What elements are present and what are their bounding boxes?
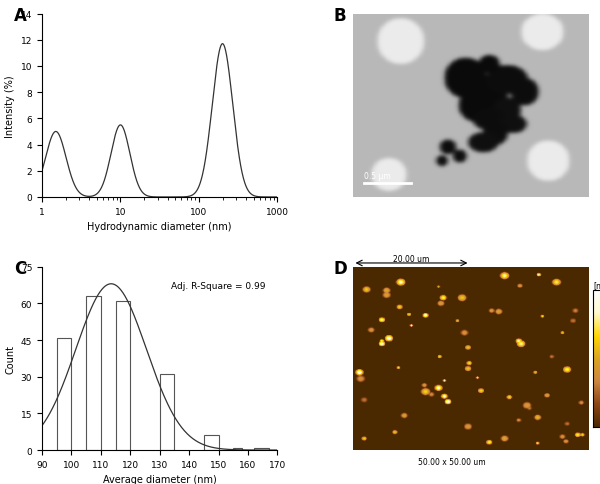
Bar [57,338,71,450]
Text: A: A [14,7,26,25]
Text: B: B [334,7,346,25]
X-axis label: Average diameter (nm): Average diameter (nm) [103,474,217,484]
Bar [160,375,175,450]
Text: D: D [334,260,347,278]
Bar [86,296,101,450]
Y-axis label: Count: Count [5,344,15,373]
Bar [233,448,242,450]
Title: [nm]: [nm] [593,280,600,289]
Y-axis label: Intensity (%): Intensity (%) [5,75,15,137]
Text: 0.5 μm: 0.5 μm [364,171,391,180]
Text: C: C [14,260,26,278]
Bar [254,448,269,450]
X-axis label: Hydrodynamic diameter (nm): Hydrodynamic diameter (nm) [88,222,232,232]
Text: Adj. R-Square = 0.99: Adj. R-Square = 0.99 [172,282,266,291]
Bar [116,301,130,450]
Text: 50.00 x 50.00 um: 50.00 x 50.00 um [418,457,485,467]
Text: 20.00 um: 20.00 um [394,255,430,263]
Bar [204,436,218,450]
